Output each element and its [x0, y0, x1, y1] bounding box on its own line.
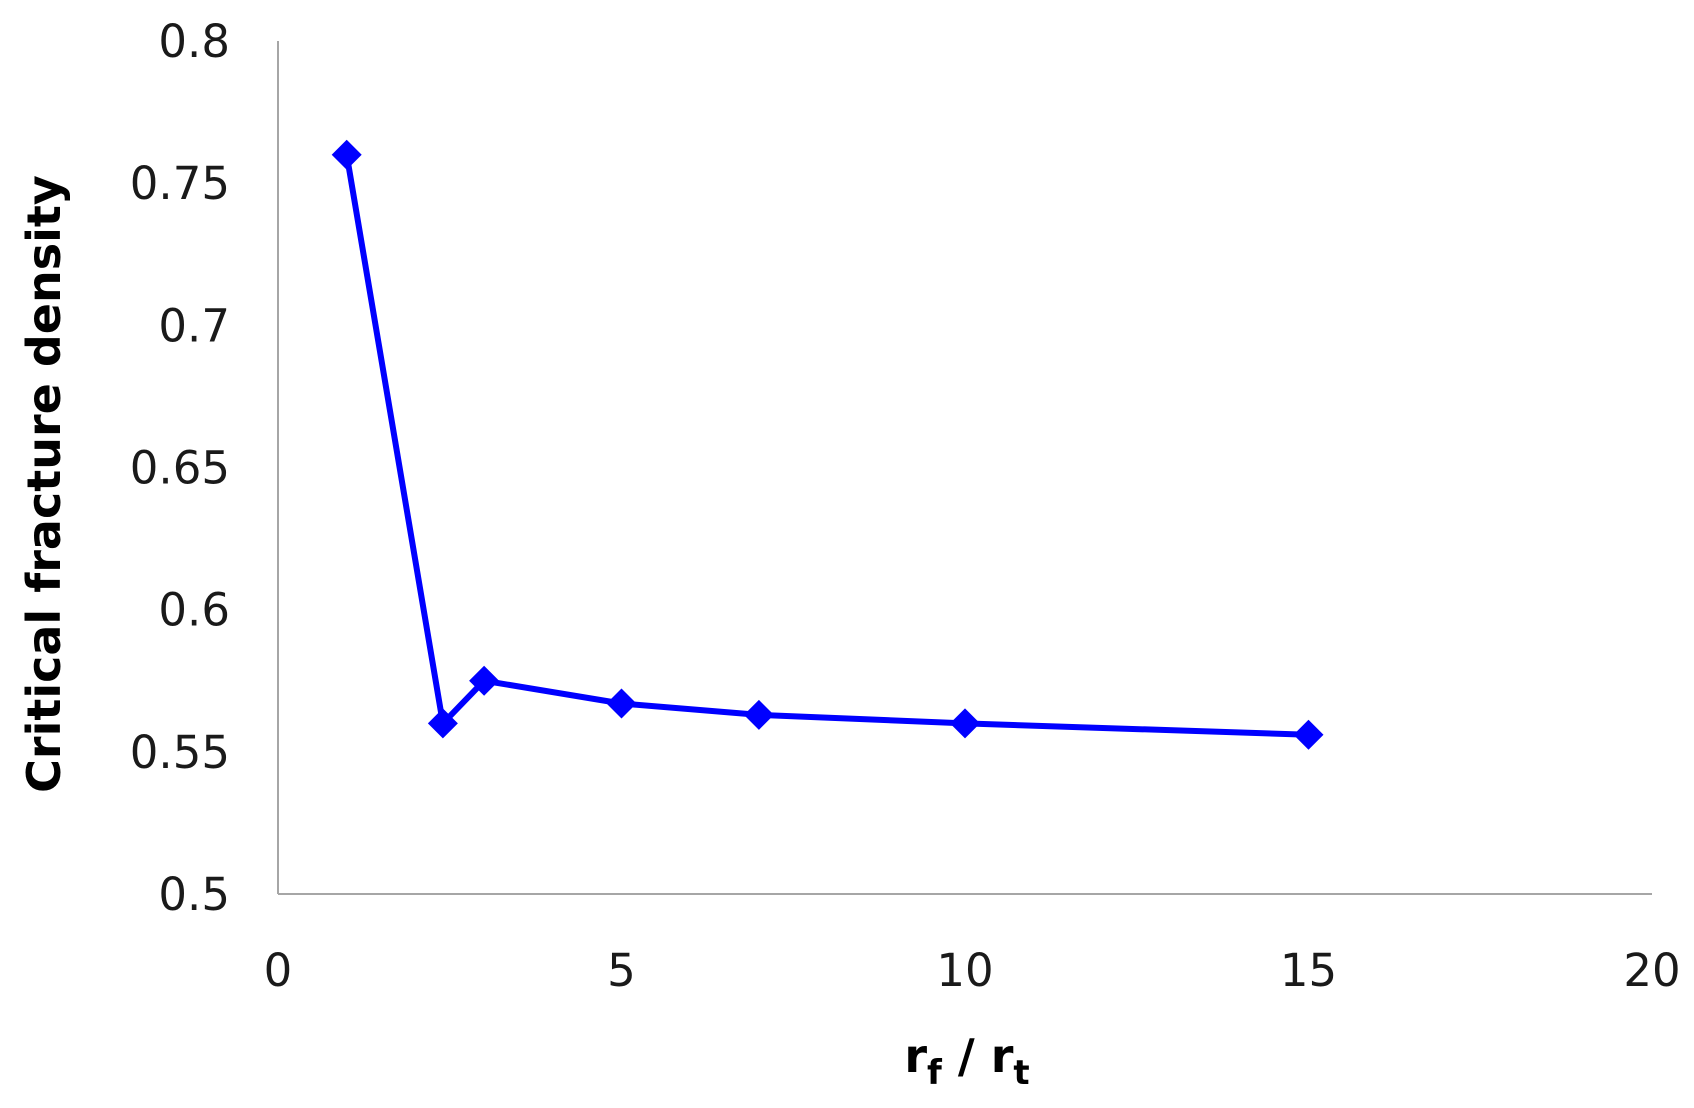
data-point-diamond — [331, 139, 362, 170]
x-tick-label: 0 — [264, 944, 293, 997]
y-axis-title: Critical fracture density — [17, 175, 71, 793]
data-point-diamond — [606, 688, 637, 719]
y-tick-label: 0.7 — [158, 299, 230, 352]
x-axis-title-subscript-1: f — [927, 1053, 943, 1093]
y-tick-label: 0.65 — [130, 442, 230, 495]
y-tick-label: 0.6 — [158, 584, 230, 637]
y-axis-ticks: 0.5 0.55 0.6 0.65 0.7 0.75 0.8 — [130, 15, 230, 921]
x-axis-title: rf / rt — [904, 1029, 1029, 1093]
y-tick-label: 0.8 — [158, 15, 230, 68]
y-tick-label: 0.55 — [130, 726, 230, 779]
x-axis-title-base-1: r — [904, 1029, 927, 1083]
data-point-diamond — [950, 708, 980, 739]
data-point-diamond — [743, 699, 774, 730]
x-tick-label: 15 — [1280, 944, 1337, 997]
series-line — [343, 151, 1312, 738]
x-axis-title-separator: / — [942, 1029, 991, 1083]
data-point-diamond — [1293, 719, 1324, 750]
data-point-diamond — [469, 665, 500, 696]
x-axis-title-base-2: r — [991, 1029, 1014, 1083]
x-tick-label: 20 — [1623, 944, 1680, 997]
x-tick-label: 5 — [607, 944, 636, 997]
series-layer — [331, 139, 1324, 750]
x-tick-label: 10 — [936, 944, 993, 997]
x-axis-ticks: 0 5 10 15 20 — [264, 944, 1681, 997]
x-axis-title-subscript-2: t — [1013, 1053, 1029, 1093]
y-tick-label: 0.5 — [158, 868, 230, 921]
data-point-diamond — [427, 708, 458, 739]
y-tick-label: 0.75 — [130, 157, 230, 210]
